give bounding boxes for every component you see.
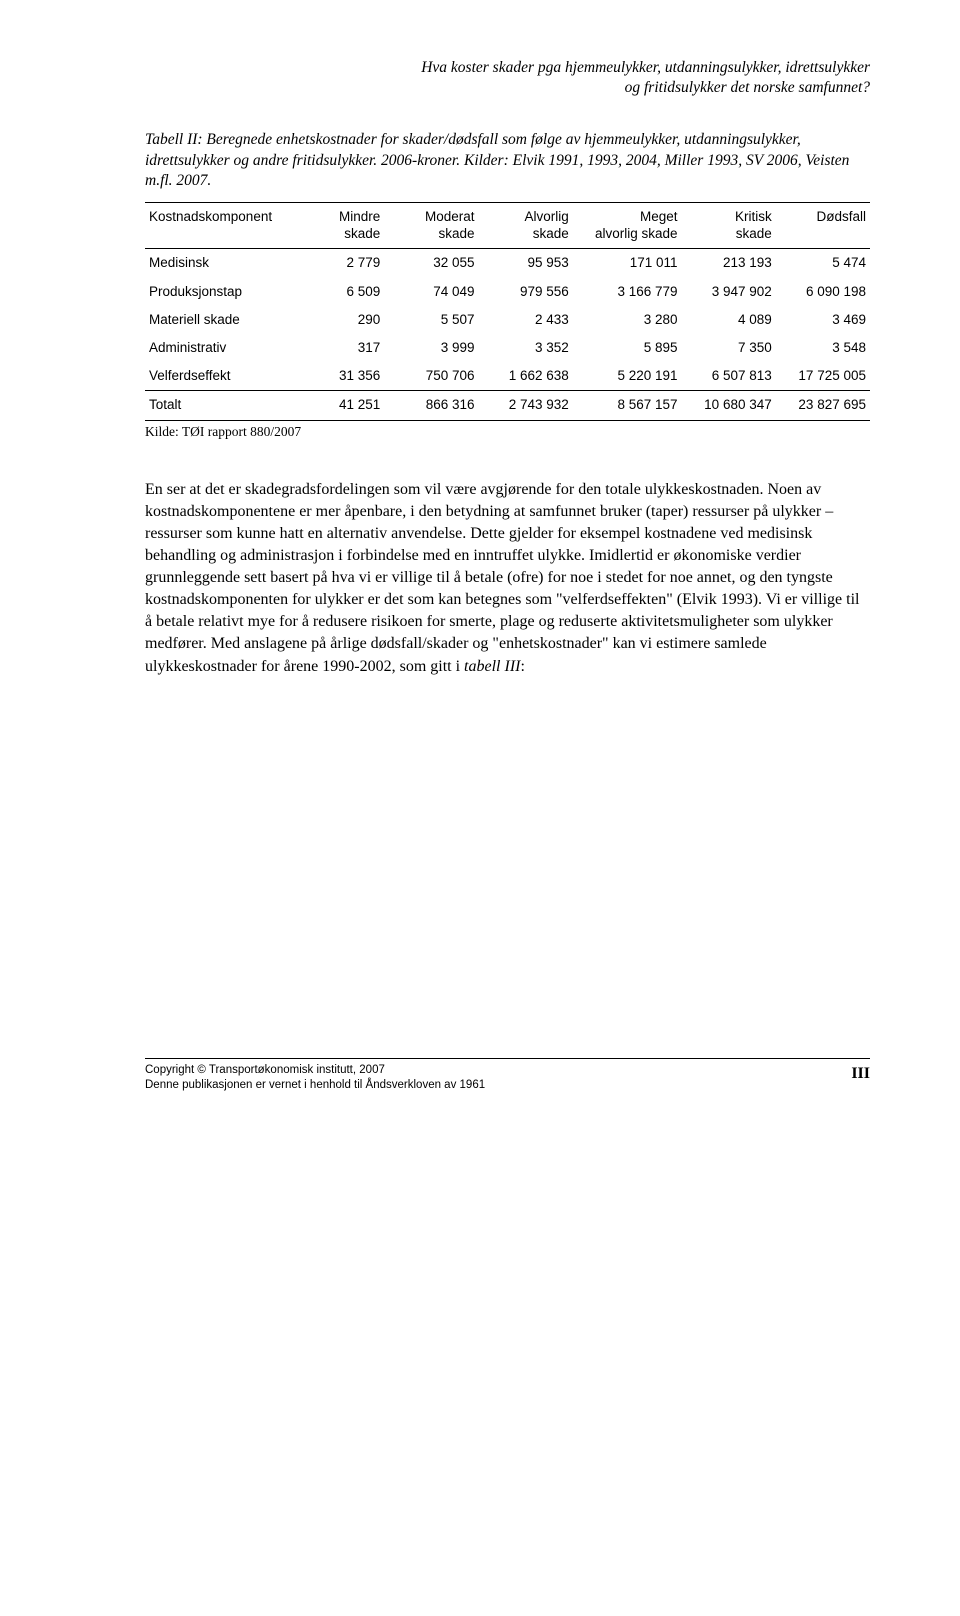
table-cell: 32 055 <box>384 249 478 278</box>
col-header: Moderatskade <box>384 202 478 249</box>
footer-left: Copyright © Transportøkonomisk institutt… <box>145 1063 485 1094</box>
table-cell: 5 474 <box>776 249 870 278</box>
body-tail: : <box>520 658 524 675</box>
table-cell: 23 827 695 <box>776 391 870 420</box>
col-header: Kritiskskade <box>682 202 776 249</box>
table-cell: 6 090 198 <box>776 278 870 306</box>
table-cell: 7 350 <box>682 334 776 362</box>
table-cell: 2 433 <box>479 306 573 334</box>
table-cell: 31 356 <box>290 362 384 391</box>
table-cell: Totalt <box>145 391 290 420</box>
header-line-1: Hva koster skader pga hjemmeulykker, utd… <box>421 59 870 76</box>
table-cell: 171 011 <box>573 249 682 278</box>
table-cell: 213 193 <box>682 249 776 278</box>
table-cell: 750 706 <box>384 362 478 391</box>
table-cell: 866 316 <box>384 391 478 420</box>
table-cell: Materiell skade <box>145 306 290 334</box>
table-cell: 17 725 005 <box>776 362 870 391</box>
table-row: Produksjonstap6 50974 049979 5563 166 77… <box>145 278 870 306</box>
table-cell: 979 556 <box>479 278 573 306</box>
table-cell: 1 662 638 <box>479 362 573 391</box>
body-paragraph: En ser at det er skadegradsfordelingen s… <box>145 479 870 678</box>
table-cell: 3 469 <box>776 306 870 334</box>
table-cell: 8 567 157 <box>573 391 682 420</box>
table-cell: 3 999 <box>384 334 478 362</box>
table-row: Administrativ3173 9993 3525 8957 3503 54… <box>145 334 870 362</box>
cost-table: KostnadskomponentMindreskadeModeratskade… <box>145 202 870 421</box>
header-line-2: og fritidsulykker det norske samfunnet? <box>625 79 870 96</box>
col-header: Mindreskade <box>290 202 384 249</box>
table-header-row: KostnadskomponentMindreskadeModeratskade… <box>145 202 870 249</box>
table-cell: 3 280 <box>573 306 682 334</box>
col-header: Alvorligskade <box>479 202 573 249</box>
table-row: Medisinsk2 77932 05595 953171 011213 193… <box>145 249 870 278</box>
footer-rights: Denne publikasjonen er vernet i henhold … <box>145 1079 485 1091</box>
table-cell: 3 352 <box>479 334 573 362</box>
table-cell: 3 166 779 <box>573 278 682 306</box>
col-header: Kostnadskomponent <box>145 202 290 249</box>
table-cell: Velferdseffekt <box>145 362 290 391</box>
footer-copyright: Copyright © Transportøkonomisk institutt… <box>145 1064 385 1076</box>
table-cell: 317 <box>290 334 384 362</box>
table-cell: 95 953 <box>479 249 573 278</box>
table-cell: Medisinsk <box>145 249 290 278</box>
table-row: Materiell skade2905 5072 4333 2804 0893 … <box>145 306 870 334</box>
table-body: Medisinsk2 77932 05595 953171 011213 193… <box>145 249 870 420</box>
table-cell: 2 779 <box>290 249 384 278</box>
col-header: Dødsfall <box>776 202 870 249</box>
table-cell: 6 507 813 <box>682 362 776 391</box>
table-cell: 10 680 347 <box>682 391 776 420</box>
table-cell: 5 895 <box>573 334 682 362</box>
table-cell: 4 089 <box>682 306 776 334</box>
table-cell: 290 <box>290 306 384 334</box>
table-caption: Tabell II: Beregnede enhetskostnader for… <box>145 130 870 191</box>
running-header: Hva koster skader pga hjemmeulykker, utd… <box>145 58 870 98</box>
table-cell: 41 251 <box>290 391 384 420</box>
table-cell: 6 509 <box>290 278 384 306</box>
table-cell: Administrativ <box>145 334 290 362</box>
table-cell: Produksjonstap <box>145 278 290 306</box>
body-ref: tabell III <box>464 658 520 675</box>
body-main: En ser at det er skadegradsfordelingen s… <box>145 481 859 675</box>
table-total-row: Totalt41 251866 3162 743 9328 567 15710 … <box>145 391 870 420</box>
table-row: Velferdseffekt31 356750 7061 662 6385 22… <box>145 362 870 391</box>
page-number: III <box>851 1063 870 1085</box>
col-header: Megetalvorlig skade <box>573 202 682 249</box>
table-cell: 74 049 <box>384 278 478 306</box>
page-footer: Copyright © Transportøkonomisk institutt… <box>145 1058 870 1094</box>
table-cell: 2 743 932 <box>479 391 573 420</box>
table-cell: 3 947 902 <box>682 278 776 306</box>
table-cell: 5 220 191 <box>573 362 682 391</box>
table-source: Kilde: TØI rapport 880/2007 <box>145 423 870 441</box>
table-cell: 5 507 <box>384 306 478 334</box>
table-cell: 3 548 <box>776 334 870 362</box>
